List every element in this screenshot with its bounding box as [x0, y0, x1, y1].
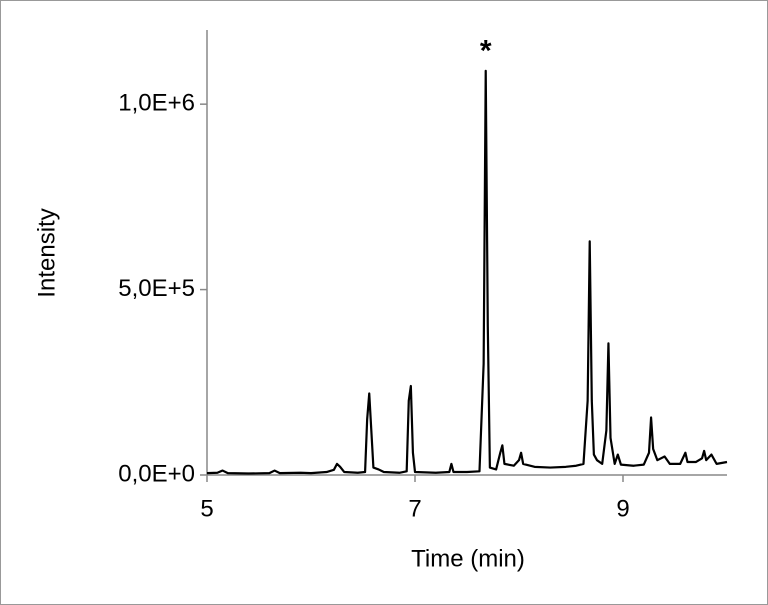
y-tick-label: 5,0E+5: [118, 275, 195, 302]
y-axis-title: Intensity: [33, 208, 60, 297]
series-line: [206, 69, 728, 475]
x-axis-title: Time (min): [411, 545, 525, 572]
x-tick-label: 9: [616, 495, 629, 522]
y-tick-label: 0,0E+0: [118, 460, 195, 487]
x-tick-label: 7: [408, 495, 421, 522]
annotation: *: [480, 35, 492, 68]
y-tick-label: 1,0E+6: [118, 90, 195, 117]
x-tick-label: 5: [200, 495, 213, 522]
